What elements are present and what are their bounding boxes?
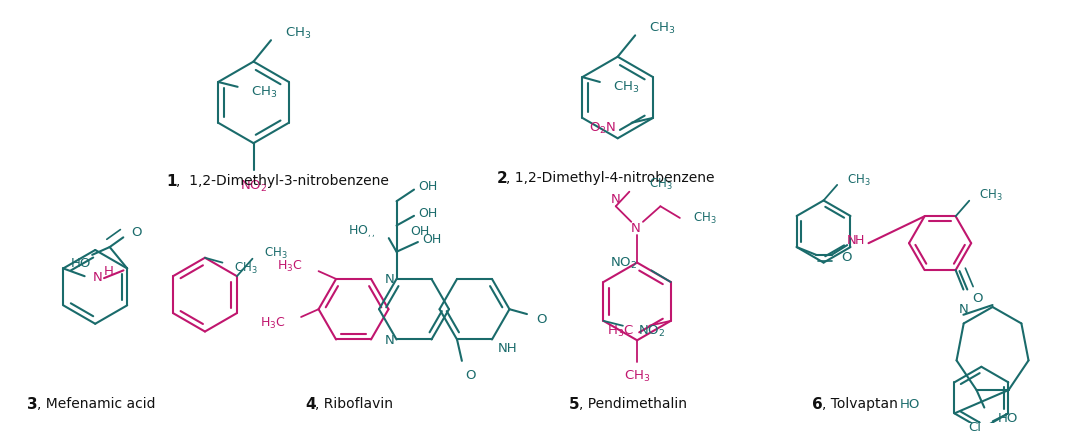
Text: 6: 6 <box>812 396 823 411</box>
Text: OH: OH <box>418 180 437 193</box>
Text: O$_2$N: O$_2$N <box>589 121 616 136</box>
Text: , Riboflavin: , Riboflavin <box>314 397 393 411</box>
Text: HO: HO <box>900 397 920 410</box>
Text: CH$_3$: CH$_3$ <box>265 246 287 261</box>
Text: H: H <box>104 264 113 277</box>
Text: CH$_3$: CH$_3$ <box>649 21 675 36</box>
Text: , Pendimethalin: , Pendimethalin <box>579 397 687 411</box>
Text: H$_3$C: H$_3$C <box>278 258 303 273</box>
Text: HO: HO <box>998 411 1018 424</box>
Text: CH$_3$: CH$_3$ <box>252 85 278 100</box>
Text: HO$_{,,}$: HO$_{,,}$ <box>348 223 375 239</box>
Text: OH: OH <box>418 207 437 220</box>
Text: CH$_3$: CH$_3$ <box>978 188 1002 203</box>
Text: 5: 5 <box>569 396 580 411</box>
Text: , Mefenamic acid: , Mefenamic acid <box>37 397 156 411</box>
Text: NH: NH <box>498 341 517 354</box>
Text: NO$_2$: NO$_2$ <box>610 256 637 270</box>
Text: O: O <box>972 291 983 304</box>
Text: O: O <box>841 251 852 264</box>
Text: CH$_3$: CH$_3$ <box>649 176 673 191</box>
Text: O: O <box>131 226 141 238</box>
Text: CH$_3$: CH$_3$ <box>624 368 650 383</box>
Text: NO$_2$: NO$_2$ <box>638 323 665 339</box>
Text: H$_3$C: H$_3$C <box>607 323 634 339</box>
Text: O: O <box>537 313 548 326</box>
Text: , Tolvaptan: , Tolvaptan <box>822 397 897 411</box>
Text: 3: 3 <box>27 396 38 411</box>
Text: CH$_3$: CH$_3$ <box>613 80 640 95</box>
Text: CH$_3$: CH$_3$ <box>693 211 717 226</box>
Text: H: H <box>855 233 864 246</box>
Text: ,  1,2-Dimethyl-3-nitrobenzene: , 1,2-Dimethyl-3-nitrobenzene <box>176 174 389 187</box>
Text: Cl: Cl <box>968 421 981 434</box>
Text: N: N <box>631 222 640 235</box>
Text: NO$_2$: NO$_2$ <box>240 179 267 194</box>
Text: 1: 1 <box>166 173 177 188</box>
Text: N: N <box>384 333 394 346</box>
Text: , 1,2-Dimethyl-4-nitrobenzene: , 1,2-Dimethyl-4-nitrobenzene <box>507 171 715 185</box>
Text: N: N <box>847 233 856 246</box>
Text: N: N <box>959 303 969 316</box>
Text: CH$_3$: CH$_3$ <box>285 26 311 41</box>
Text: N: N <box>611 193 621 206</box>
Text: CH$_3$: CH$_3$ <box>234 260 258 275</box>
Text: 4: 4 <box>305 396 315 411</box>
Text: N: N <box>384 273 394 286</box>
Text: H$_3$C: H$_3$C <box>260 316 285 331</box>
Text: HO: HO <box>70 256 91 270</box>
Text: O: O <box>464 368 475 381</box>
Text: 2: 2 <box>497 170 507 185</box>
Text: OH: OH <box>422 232 441 245</box>
Text: N: N <box>93 270 103 283</box>
Text: OH: OH <box>410 224 430 237</box>
Text: CH$_3$: CH$_3$ <box>847 172 870 187</box>
